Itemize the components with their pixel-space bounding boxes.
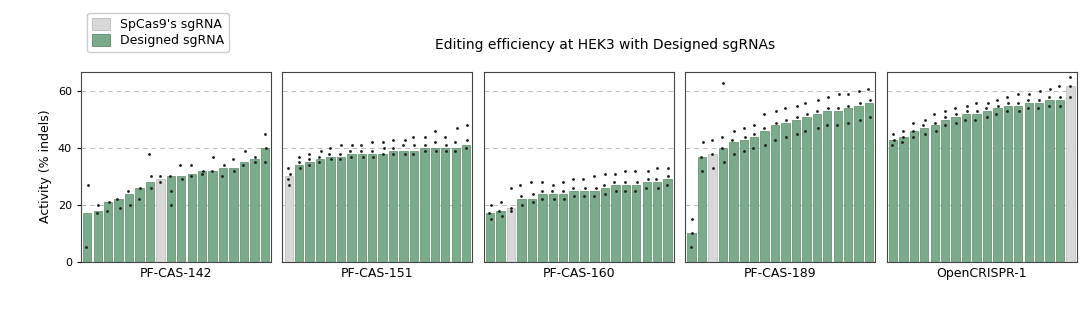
Bar	[188, 174, 195, 262]
Bar	[357, 154, 366, 262]
Bar	[600, 188, 609, 262]
Bar	[834, 111, 842, 262]
Bar	[378, 154, 387, 262]
Bar	[951, 117, 960, 262]
X-axis label: OpenCRISPR-1: OpenCRISPR-1	[936, 267, 1027, 280]
Bar	[569, 191, 578, 262]
X-axis label: PF-CAS-189: PF-CAS-189	[744, 267, 816, 280]
Bar	[251, 160, 258, 262]
Bar	[284, 176, 293, 262]
Bar	[549, 193, 557, 262]
Bar	[909, 131, 918, 262]
Bar	[229, 168, 238, 262]
Bar	[157, 179, 164, 262]
Bar	[486, 214, 495, 262]
Bar	[135, 188, 144, 262]
Bar	[740, 140, 748, 262]
Bar	[771, 125, 780, 262]
X-axis label: PF-CAS-160: PF-CAS-160	[542, 267, 616, 280]
Bar	[663, 179, 672, 262]
Bar	[497, 211, 504, 262]
Bar	[198, 171, 206, 262]
X-axis label: PF-CAS-151: PF-CAS-151	[341, 267, 414, 280]
Bar	[83, 214, 92, 262]
Bar	[559, 193, 567, 262]
Bar	[900, 137, 907, 262]
Bar	[326, 157, 335, 262]
Bar	[580, 191, 589, 262]
Bar	[1045, 100, 1054, 262]
Bar	[687, 233, 696, 262]
Bar	[389, 151, 397, 262]
Bar	[420, 148, 429, 262]
Bar	[295, 165, 303, 262]
Bar	[1025, 103, 1032, 262]
Bar	[611, 185, 620, 262]
Bar	[802, 117, 811, 262]
Bar	[823, 111, 832, 262]
Bar	[1056, 100, 1064, 262]
Bar	[306, 162, 314, 262]
Bar	[920, 128, 929, 262]
Bar	[441, 148, 449, 262]
Bar	[854, 106, 863, 262]
Bar	[146, 182, 154, 262]
Bar	[792, 120, 800, 262]
Bar	[812, 114, 821, 262]
Bar	[347, 154, 355, 262]
Bar	[451, 148, 460, 262]
Bar	[708, 154, 717, 262]
Bar	[240, 162, 248, 262]
Bar	[1066, 86, 1075, 262]
Bar	[972, 114, 981, 262]
Bar	[507, 208, 515, 262]
Bar	[931, 125, 939, 262]
Bar	[865, 103, 874, 262]
Bar	[125, 193, 133, 262]
Bar	[622, 185, 630, 262]
Bar	[750, 137, 758, 262]
Bar	[114, 199, 123, 262]
Bar	[843, 109, 852, 262]
Bar	[260, 148, 269, 262]
Bar	[337, 157, 346, 262]
Bar	[718, 148, 727, 262]
Text: Editing efficiency at HEK3 with Designed sgRNAs: Editing efficiency at HEK3 with Designed…	[435, 38, 774, 52]
Bar	[94, 211, 102, 262]
Bar	[315, 160, 324, 262]
Bar	[104, 202, 112, 262]
Bar	[517, 199, 526, 262]
Bar	[760, 131, 769, 262]
Bar	[538, 193, 546, 262]
Bar	[653, 182, 661, 262]
Bar	[400, 151, 408, 262]
Bar	[166, 176, 175, 262]
Bar	[1014, 106, 1023, 262]
Bar	[889, 140, 897, 262]
Bar	[1035, 103, 1043, 262]
Bar	[368, 154, 377, 262]
Bar	[994, 109, 1001, 262]
Bar	[219, 168, 227, 262]
Bar	[1003, 106, 1012, 262]
X-axis label: PF-CAS-142: PF-CAS-142	[139, 267, 213, 280]
Bar	[632, 185, 640, 262]
Bar	[177, 176, 186, 262]
Bar	[462, 145, 471, 262]
Legend: SpCas9's sgRNA, Designed sgRNA: SpCas9's sgRNA, Designed sgRNA	[87, 13, 229, 52]
Bar	[983, 111, 991, 262]
Bar	[698, 157, 706, 262]
Bar	[208, 171, 217, 262]
Bar	[962, 114, 970, 262]
Bar	[591, 191, 598, 262]
Y-axis label: Activity (% indels): Activity (% indels)	[39, 110, 52, 223]
Bar	[409, 151, 418, 262]
Bar	[781, 123, 789, 262]
Bar	[431, 148, 440, 262]
Bar	[941, 120, 949, 262]
Bar	[643, 182, 651, 262]
Bar	[528, 199, 536, 262]
Bar	[729, 142, 738, 262]
